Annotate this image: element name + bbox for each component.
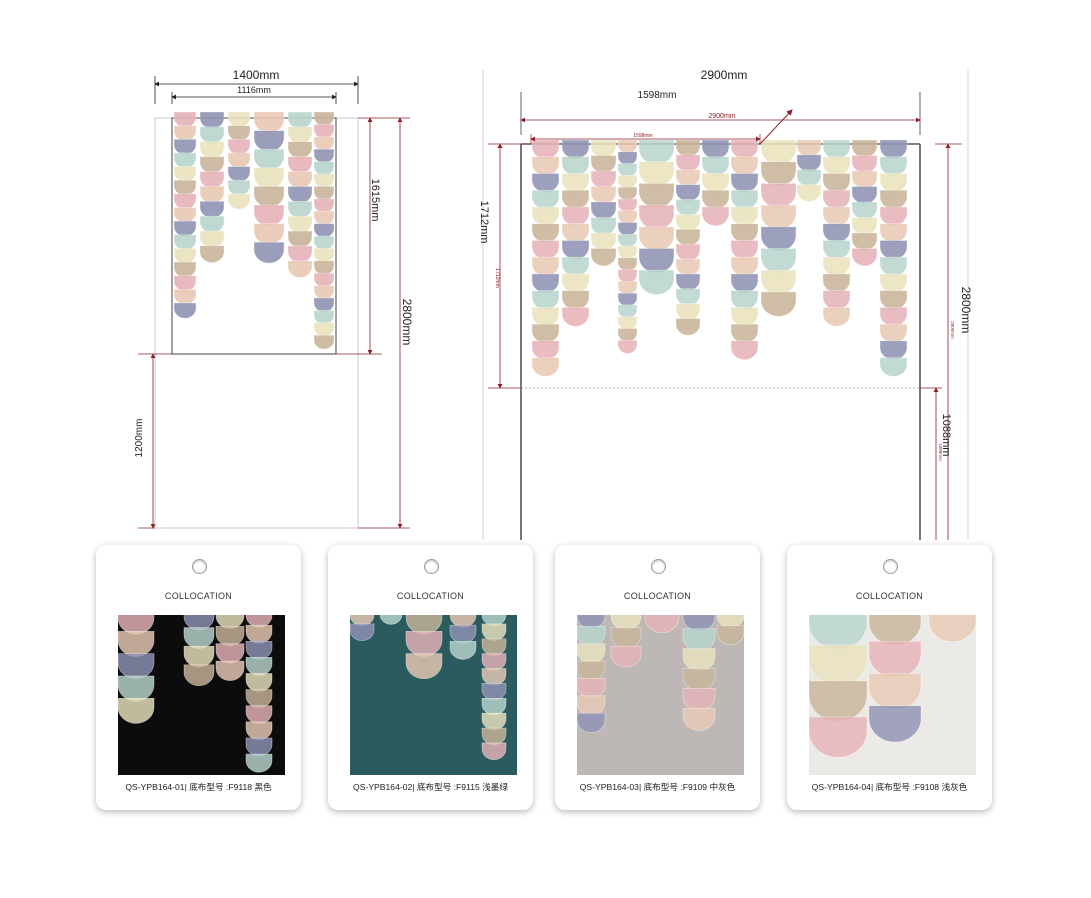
curtain-strip xyxy=(610,615,642,668)
curtain-strip xyxy=(561,139,590,327)
pointer-arrow xyxy=(759,109,793,145)
curtain-strip xyxy=(405,615,443,680)
curtain-strip xyxy=(682,615,716,731)
card-caption: QS-YPB164-04| 底布型号 :F9108 浅灰色 xyxy=(811,782,968,792)
swatch-card-2: COLLOCATION QS-YPB164-02| 底布型号 :F9115 浅墨… xyxy=(328,545,533,810)
curtain-strip xyxy=(644,615,680,634)
curtain-strip xyxy=(638,139,675,295)
left-curtain-height-label: 1615mm xyxy=(369,179,381,222)
right-floor-gap-small-label: 1088mm xyxy=(938,443,943,461)
swatch-card-3: COLLOCATION QS-YPB164-03| 底布型号 :F9109 中灰… xyxy=(555,545,760,810)
card-caption: QS-YPB164-01| 底布型号 :F9118 黑色 xyxy=(125,782,272,792)
right-floor-gap-label: 1088mm xyxy=(940,414,952,457)
right-left-height-small-label: 1712mm xyxy=(494,268,500,287)
curtain-strip xyxy=(227,111,251,210)
curtain-strip xyxy=(253,111,285,264)
card-caption: QS-YPB164-03| 底布型号 :F9109 中灰色 xyxy=(579,782,736,792)
curtain-strip xyxy=(173,111,197,319)
curtain-strip xyxy=(313,111,335,350)
right-inner-small-label: 1598mm xyxy=(633,133,652,139)
curtain-strip xyxy=(449,615,477,660)
right-partial-width-label: 1598mm xyxy=(638,90,677,101)
left-outer-width-label: 1400mm xyxy=(233,68,280,82)
curtain-strip xyxy=(199,111,225,263)
curtain-strip xyxy=(590,139,617,267)
curtain-strip xyxy=(760,139,797,317)
curtain-strip xyxy=(617,139,638,354)
curtain-strip xyxy=(868,615,922,743)
curtain-strip xyxy=(531,139,560,377)
curtain-strip xyxy=(879,139,908,377)
card-title: COLLOCATION xyxy=(396,591,465,601)
hang-hole-icon xyxy=(423,559,439,574)
curtain-strip xyxy=(675,139,701,336)
card-caption: QS-YPB164-02| 底布型号 :F9115 浅墨绿 xyxy=(353,782,508,792)
curtain-strip xyxy=(379,615,403,625)
curtain-strip xyxy=(287,111,313,278)
right-total-height-small-label: 2800mm xyxy=(950,321,955,339)
curtain-strip xyxy=(809,615,868,758)
left-floor-gap-label: 1200mm xyxy=(134,419,145,458)
right-outer-width-label: 2900mm xyxy=(701,68,748,82)
right-elevation: 2900mm 1598mm 2900mm 1598mm 1712mm 1712m… xyxy=(478,68,973,540)
curtain-strip xyxy=(796,139,822,202)
left-curtain-strips xyxy=(173,111,335,350)
card-title: COLLOCATION xyxy=(164,591,233,601)
curtain-strip xyxy=(481,615,507,760)
left-elevation: 1400mm 1116mm 1615mm 2800mm 1200mm xyxy=(134,68,414,529)
right-left-height-label: 1712mm xyxy=(478,201,490,244)
fabric-swatch xyxy=(350,615,517,775)
swatch-card-1: COLLOCATION QS-YPB164-01| 底布型号 :F9118 黑色 xyxy=(96,545,301,810)
right-inner-span-label: 2900mm xyxy=(708,113,735,120)
right-total-height-label: 2800mm xyxy=(959,287,973,334)
curtain-strip xyxy=(183,615,215,686)
left-inner-width-label: 1116mm xyxy=(237,85,271,95)
hang-hole-icon xyxy=(191,559,207,574)
curtain-strip xyxy=(851,139,878,267)
curtain-strip xyxy=(577,615,606,733)
hang-hole-icon xyxy=(882,559,898,574)
right-curtain-strips xyxy=(531,139,908,377)
curtain-strip xyxy=(928,615,976,643)
card-title: COLLOCATION xyxy=(855,591,924,601)
curtain-strip xyxy=(350,615,375,641)
curtain-strip xyxy=(716,615,744,645)
curtain-strip xyxy=(215,615,245,681)
swatch-card-4: COLLOCATION QS-YPB164-04| 底布型号 :F9108 浅灰… xyxy=(787,545,992,810)
fabric-swatch xyxy=(118,615,285,775)
card-title: COLLOCATION xyxy=(623,591,692,601)
curtain-strip xyxy=(701,139,730,227)
fabric-swatch xyxy=(809,615,976,775)
fabric-swatch xyxy=(577,615,744,775)
curtain-strip xyxy=(730,139,759,361)
hang-hole-icon xyxy=(650,559,666,574)
curtain-strip xyxy=(245,615,273,773)
curtain-strip xyxy=(822,139,851,327)
technical-drawing: 1400mm 1116mm 1615mm 2800mm 1200mm xyxy=(134,68,973,540)
left-total-height-label: 2800mm xyxy=(400,299,414,346)
curtain-strip xyxy=(118,615,155,724)
